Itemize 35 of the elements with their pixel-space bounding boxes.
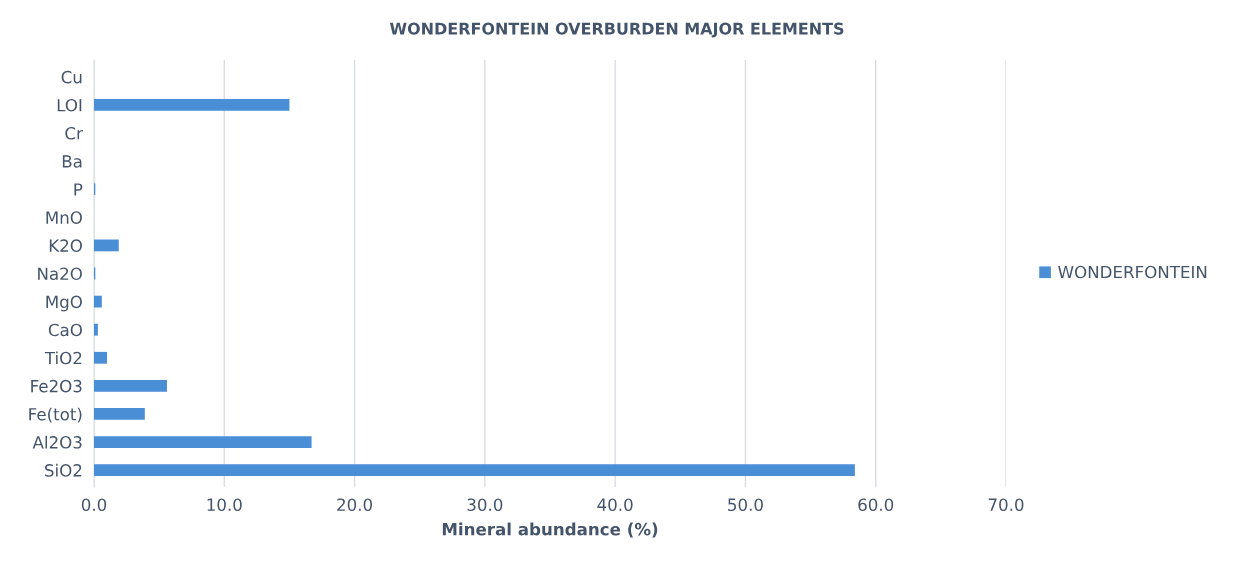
y-tick-label: Cr [65, 127, 83, 140]
bar [94, 351, 108, 364]
bar [94, 239, 119, 252]
bar [94, 408, 145, 420]
y-tick-label: K2O [49, 239, 82, 252]
y-tick-label: Cu [61, 70, 82, 84]
x-axis-title: Mineral abundance (%) [442, 522, 658, 538]
x-tick-label: 70.0 [988, 498, 1024, 512]
bar [94, 99, 290, 111]
legend-label: WONDERFONTEIN [1058, 265, 1207, 279]
bar [94, 295, 102, 308]
y-tick-label: LOI [57, 98, 82, 112]
x-tick-label: 10.0 [207, 498, 242, 512]
bar [94, 436, 312, 448]
y-tick-label: Al2O3 [32, 435, 82, 449]
x-tick-label: 0.0 [81, 498, 107, 512]
y-tick-label: Ba [62, 155, 82, 168]
bar [94, 379, 167, 392]
bar [94, 464, 855, 477]
y-tick-label: TiO2 [44, 351, 82, 365]
y-tick-label: P [74, 183, 83, 196]
y-tick-label: Fe(tot) [29, 407, 82, 423]
y-tick-label: Fe2O3 [31, 379, 82, 393]
chart-title: WONDERFONTEIN OVERBURDEN MAJOR ELEMENTS [389, 22, 844, 38]
y-tick-label: SiO2 [45, 463, 82, 477]
y-tick-label: CaO [48, 323, 82, 337]
x-tick-label: 60.0 [858, 498, 894, 512]
x-tick-label: 40.0 [597, 498, 633, 512]
y-tick-label: Na2O [38, 267, 82, 281]
x-tick-label: 20.0 [337, 498, 373, 512]
y-tick-label: MgO [46, 295, 82, 312]
y-tick-label: MnO [46, 211, 82, 224]
x-tick-label: 30.0 [467, 498, 503, 512]
bar [94, 323, 98, 336]
x-tick-label: 50.0 [728, 498, 763, 512]
